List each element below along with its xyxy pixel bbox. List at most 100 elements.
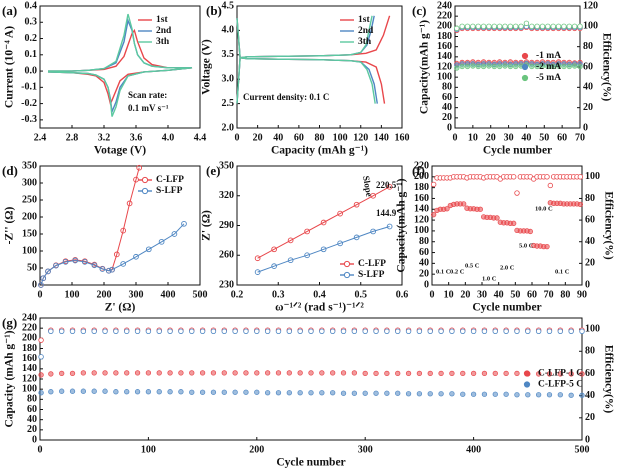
x-axis-label: Cycle number	[483, 145, 552, 157]
panel: (a) 2.4 2.8 3.2 3.6 4.0 4.4 -0.3 -0.2 -0.1 0.0 0.1 0…	[2, 0, 206, 156]
y-tick-label: 20	[27, 424, 37, 435]
panel-label: (d)	[2, 163, 18, 178]
capacity-point	[527, 228, 533, 235]
y2-axis-label: Efficiency(%)	[600, 33, 612, 102]
y2-tick-label: 60	[585, 368, 595, 379]
panel: (d) 0 100 200 300 400 500 0 50 100 150 200 250 300 350…	[2, 160, 208, 313]
capacity-point	[69, 370, 76, 377]
data-point	[254, 255, 261, 262]
plot-frame	[39, 5, 201, 129]
efficiency-point	[449, 328, 455, 335]
efficiency-point	[329, 328, 336, 335]
y-tick-label: 2.5	[222, 98, 235, 109]
y-tick-label: 230	[219, 279, 234, 290]
efficiency-point	[579, 328, 585, 335]
y-axis-label: Capacity(mAh g⁻¹)	[396, 178, 408, 272]
y-tick-label: 200	[22, 211, 37, 222]
capacity-point	[134, 370, 141, 376]
efficiency-point	[525, 328, 531, 335]
y-tick-label: 80	[419, 236, 429, 247]
capacity-point	[124, 370, 130, 376]
capacity-point	[384, 390, 390, 396]
panel: (f)0 10 20 30 40 50 60 70 80 90020406080100120140…	[396, 160, 615, 313]
capacity-point	[555, 63, 562, 69]
y-tick-label: 320	[219, 190, 234, 201]
y-tick-label: 0	[424, 279, 429, 290]
y-tick-label: 150	[22, 228, 37, 239]
capacity-point	[156, 370, 162, 376]
y2-tick-label: 20	[585, 258, 595, 269]
capacity-point	[210, 370, 217, 376]
capacity-point	[167, 389, 173, 395]
y-axis-label: Current (10⁻⁴ A)	[4, 26, 16, 108]
y2-tick-label: 0	[585, 434, 590, 445]
efficiency-point	[545, 23, 551, 30]
capacity-point	[297, 370, 303, 376]
efficiency-point	[167, 328, 173, 335]
capacity-point	[571, 63, 578, 69]
capacity-point	[38, 390, 44, 396]
legend-label: C-LFP	[156, 175, 184, 185]
capacity-point	[124, 389, 130, 395]
efficiency-point	[80, 328, 87, 335]
efficiency-point	[510, 174, 517, 180]
efficiency-point	[199, 328, 206, 335]
data-point	[113, 251, 120, 258]
x-tick-label: 0.3	[272, 289, 285, 300]
capacity-point	[340, 390, 347, 396]
efficiency-point	[470, 328, 477, 335]
capacity-point	[513, 63, 519, 70]
data-point	[120, 261, 127, 267]
capacity-point	[496, 63, 503, 70]
data-point	[320, 219, 327, 226]
capacity-point	[503, 391, 509, 397]
capacity-point	[145, 370, 152, 376]
x-axis-label: Cycle number	[276, 457, 345, 469]
y-tick-label: 200	[22, 333, 37, 344]
x-tick-label: 0.5	[355, 289, 368, 300]
capacity-point	[449, 370, 455, 377]
data-point	[72, 257, 79, 264]
annotation: 10.0 C	[535, 205, 553, 212]
y2-tick-label: 80	[583, 41, 593, 52]
x-tick-label: 500	[575, 444, 590, 455]
efficiency-point	[254, 328, 260, 335]
y-tick-label: 350	[22, 160, 37, 171]
capacity-point	[189, 389, 195, 395]
legend-label: S-LFP	[156, 186, 183, 196]
y-tick-label: 80	[27, 394, 37, 405]
capacity-point	[561, 63, 567, 70]
x-tick-label: 0	[453, 132, 458, 143]
y2-axis-label: Efficiency(%)	[602, 345, 614, 414]
y-tick-label: 160	[437, 41, 452, 52]
legend-label: -5 mA	[536, 73, 561, 83]
y2-tick-label: 0	[583, 122, 588, 133]
x-tick-label: 60	[294, 132, 304, 143]
x-tick-label: 120	[353, 132, 368, 143]
panel-label: (a)	[2, 3, 17, 18]
x-axis-label: Votage (V)	[94, 145, 146, 157]
capacity-point	[243, 389, 249, 395]
efficiency-point	[221, 328, 227, 335]
capacity-point	[48, 389, 54, 395]
annotation: 5.0 C	[519, 242, 534, 249]
y-tick-label: 240	[22, 312, 37, 323]
capacity-point	[319, 390, 325, 396]
data-point	[120, 227, 127, 234]
capacity-point	[134, 389, 141, 395]
x-tick-label: 30	[477, 289, 487, 300]
efficiency-point	[539, 23, 546, 30]
y-tick-label: 40	[419, 258, 429, 269]
x-tick-label: 200	[249, 444, 264, 455]
capacity-point	[579, 392, 585, 398]
legend-label: 2nd	[358, 26, 374, 36]
y-tick-label: 0.0	[25, 65, 38, 76]
efficiency-point	[38, 337, 44, 343]
data-point	[304, 252, 310, 259]
capacity-point	[113, 389, 119, 395]
capacity-point	[286, 370, 292, 376]
y-tick-label: 0.4	[25, 0, 38, 11]
y2-tick-label: 80	[585, 346, 595, 357]
annotation: 0.1 C	[555, 268, 570, 275]
series-line	[40, 223, 185, 286]
